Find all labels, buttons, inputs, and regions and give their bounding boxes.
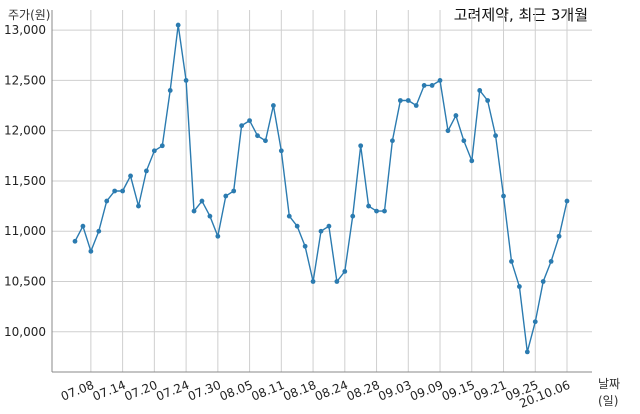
data-point: [286, 213, 292, 219]
data-point: [310, 279, 316, 284]
y-tick-label: 10,500: [4, 275, 46, 289]
data-point: [183, 77, 189, 83]
y-tick-label: 12,000: [4, 124, 46, 138]
data-point: [445, 128, 451, 134]
data-point: [96, 228, 102, 234]
data-point: [382, 208, 387, 214]
data-point: [191, 208, 197, 214]
data-point: [437, 77, 443, 83]
data-point: [239, 123, 245, 129]
data-point: [516, 284, 522, 289]
data-point: [144, 168, 149, 174]
data-point: [556, 233, 562, 239]
data-point: [167, 88, 173, 93]
y-tick-label: 11,500: [4, 174, 46, 188]
data-point: [469, 158, 475, 164]
y-tick-label: 10,000: [4, 325, 46, 339]
data-point: [342, 269, 348, 274]
data-point: [461, 138, 467, 144]
data-point: [477, 88, 483, 93]
data-point: [524, 349, 530, 355]
data-point: [88, 248, 94, 254]
data-point: [397, 98, 403, 103]
data-point: [429, 83, 435, 88]
data-point: [159, 143, 165, 149]
x-axis-label: 날짜(일): [598, 377, 621, 408]
y-tick-label: 12,500: [4, 73, 46, 87]
data-point: [326, 223, 332, 229]
data-point: [350, 213, 356, 219]
data-point: [72, 238, 78, 244]
data-point: [501, 193, 506, 199]
data-point: [112, 188, 118, 194]
data-point: [278, 148, 284, 154]
data-point: [509, 258, 514, 264]
data-point: [151, 148, 157, 154]
data-point: [215, 233, 221, 239]
data-point: [270, 103, 276, 108]
data-point: [421, 83, 427, 88]
data-point: [485, 98, 491, 103]
y-axis-label: 주가(원): [8, 8, 51, 22]
data-point: [231, 188, 237, 194]
data-point: [390, 138, 395, 144]
data-point: [334, 279, 340, 284]
data-point: [374, 208, 379, 214]
chart-title: 고려제약, 최근 3개월: [453, 6, 588, 24]
y-tick-label: 13,000: [4, 23, 46, 37]
data-point: [413, 103, 419, 108]
data-point: [532, 319, 538, 325]
data-point: [199, 198, 205, 204]
data-point: [207, 213, 213, 219]
series-line: [74, 25, 568, 353]
data-point: [302, 243, 308, 249]
data-point: [405, 98, 411, 103]
y-tick-label: 11,000: [4, 224, 46, 238]
data-point: [255, 133, 260, 139]
data-point: [564, 198, 570, 204]
data-point: [136, 203, 141, 209]
data-point: [80, 223, 86, 229]
data-point: [453, 113, 459, 118]
data-point: [104, 198, 110, 204]
data-point: [120, 188, 126, 194]
data-point: [294, 223, 300, 229]
data-point: [175, 22, 181, 28]
data-point: [223, 193, 229, 199]
data-point: [247, 118, 252, 124]
data-point: [540, 279, 546, 284]
data-point: [358, 143, 364, 149]
data-point: [548, 258, 554, 264]
data-point: [263, 138, 268, 144]
data-point: [493, 133, 498, 139]
data-point: [128, 173, 133, 179]
data-point: [366, 203, 372, 209]
data-point: [318, 228, 324, 234]
